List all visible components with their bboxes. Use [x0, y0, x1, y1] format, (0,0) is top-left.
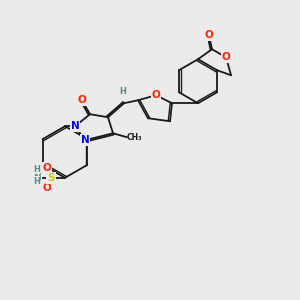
Text: H: H: [33, 165, 40, 174]
Text: S: S: [47, 173, 55, 183]
Text: N: N: [33, 173, 41, 182]
Text: O: O: [222, 52, 230, 62]
Text: H: H: [120, 87, 126, 96]
Text: H: H: [33, 177, 40, 186]
Text: N: N: [81, 135, 89, 145]
Text: CH₃: CH₃: [127, 133, 142, 142]
Text: O: O: [152, 90, 160, 100]
Text: O: O: [43, 163, 51, 173]
Text: O: O: [43, 183, 51, 193]
Text: O: O: [205, 30, 213, 40]
Text: O: O: [78, 95, 86, 105]
Text: N: N: [70, 121, 80, 131]
